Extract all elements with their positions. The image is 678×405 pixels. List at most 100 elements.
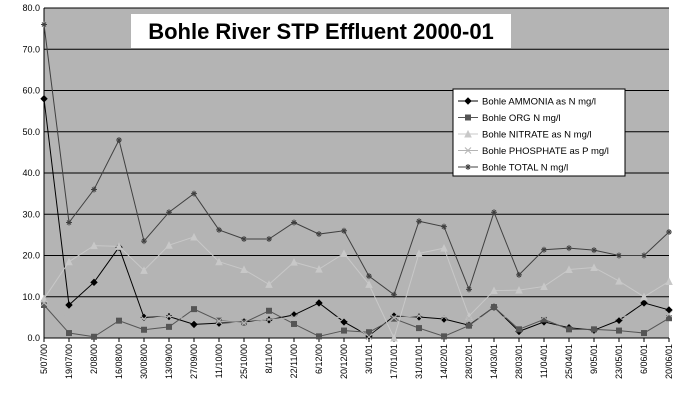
- data-point: [166, 209, 172, 216]
- x-tick-label: 25/10/00: [239, 344, 249, 379]
- legend-item: Bohle TOTAL N mg/l: [458, 163, 568, 174]
- data-point: [265, 316, 273, 323]
- data-point: [490, 286, 498, 295]
- data-point: [591, 247, 597, 254]
- data-point: [65, 301, 73, 309]
- x-tick-label: 31/01/01: [414, 344, 424, 379]
- data-point: [565, 312, 573, 320]
- data-point: [390, 314, 398, 322]
- data-point: [616, 252, 622, 259]
- legend-item: Bohle AMMONIA as N mg/l: [458, 97, 596, 108]
- x-axis-ticks: 5/07/00 19/07/00 2/08/00 16/08/00 30/08/00 13…: [39, 338, 674, 379]
- data-point: [515, 286, 523, 294]
- data-point: [241, 236, 247, 242]
- series-line: [43, 304, 670, 338]
- y-tick-label: 10.0: [22, 292, 40, 302]
- data-point: [40, 95, 48, 103]
- data-point: [391, 315, 397, 322]
- data-point: [316, 231, 322, 238]
- x-tick-label: 2/08/00: [89, 344, 99, 374]
- x-tick-label: 20/06/01: [664, 344, 674, 379]
- data-point: [340, 314, 348, 322]
- data-point: [240, 319, 248, 327]
- y-tick-label: 0.0: [27, 333, 40, 343]
- data-point: [190, 316, 198, 324]
- data-point: [615, 313, 623, 320]
- data-point: [66, 219, 72, 226]
- data-point: [141, 238, 147, 245]
- legend-swatch-marker: [465, 164, 471, 170]
- data-point: [265, 280, 273, 288]
- x-tick-label: 17/01/01: [389, 344, 399, 379]
- data-point: [366, 273, 372, 280]
- data-point: [140, 266, 148, 274]
- data-point: [616, 327, 622, 334]
- data-point: [440, 313, 448, 320]
- legend-box: [452, 88, 626, 177]
- data-point: [565, 265, 573, 274]
- x-tick-label: 5/07/00: [39, 344, 49, 374]
- data-point: [516, 326, 522, 333]
- data-point: [490, 314, 498, 321]
- y-tick-label: 30.0: [22, 209, 40, 219]
- x-tick-label: 28/02/01: [464, 344, 474, 379]
- x-tick-label: 19/07/00: [64, 344, 74, 379]
- data-point: [641, 330, 647, 337]
- data-point: [40, 299, 48, 307]
- data-point: [91, 186, 97, 193]
- x-tick-label: 13/09/00: [164, 344, 174, 379]
- data-point: [340, 249, 348, 257]
- series-4: [41, 21, 672, 298]
- data-point: [465, 314, 473, 322]
- data-point: [266, 236, 272, 242]
- y-tick-label: 50.0: [22, 127, 40, 137]
- y-tick-label: 70.0: [22, 44, 40, 54]
- data-point: [65, 314, 73, 321]
- x-tick-label: 14/02/01: [439, 344, 449, 379]
- data-point: [115, 308, 123, 316]
- x-tick-label: 11/04/01: [539, 344, 549, 378]
- data-point: [165, 312, 173, 320]
- data-point: [191, 306, 197, 313]
- data-point: [566, 326, 572, 333]
- series-1: [41, 302, 672, 340]
- data-point: [365, 280, 373, 288]
- data-point: [316, 333, 322, 340]
- data-point: [591, 326, 597, 333]
- data-point: [416, 325, 422, 332]
- legend-item: Bohle NITRATE as N mg/l: [458, 130, 592, 141]
- data-point: [215, 317, 223, 325]
- data-point: [541, 246, 547, 253]
- data-point: [590, 263, 598, 271]
- data-point: [666, 228, 672, 235]
- data-point: [566, 245, 572, 252]
- data-point: [365, 333, 373, 341]
- x-tick-label: 30/08/00: [139, 344, 149, 379]
- data-point: [641, 252, 647, 259]
- y-tick-label: 80.0: [22, 3, 40, 13]
- data-point: [41, 21, 47, 28]
- data-point: [665, 310, 673, 318]
- x-tick-label: 9/05/01: [589, 344, 599, 374]
- data-point: [291, 320, 297, 327]
- series-line: [43, 98, 670, 337]
- series-line: [43, 302, 670, 338]
- data-point: [415, 312, 423, 320]
- data-point: [441, 223, 447, 230]
- data-point: [165, 241, 173, 249]
- series-2: [40, 232, 673, 342]
- y-tick-label: 40.0: [22, 168, 40, 178]
- data-point: [115, 242, 123, 250]
- data-point: [540, 282, 548, 290]
- data-point: [415, 249, 423, 257]
- data-point: [216, 226, 222, 233]
- legend-label: Bohle ORG N mg/l: [482, 113, 561, 124]
- data-point: [640, 292, 648, 301]
- data-point: [340, 318, 348, 326]
- x-tick-label: 23/05/01: [614, 344, 624, 379]
- x-tick-label: 16/08/00: [114, 344, 124, 379]
- legend-swatch-marker: [464, 129, 472, 138]
- data-point: [140, 315, 148, 323]
- data-point: [391, 291, 397, 298]
- data-point: [90, 311, 98, 319]
